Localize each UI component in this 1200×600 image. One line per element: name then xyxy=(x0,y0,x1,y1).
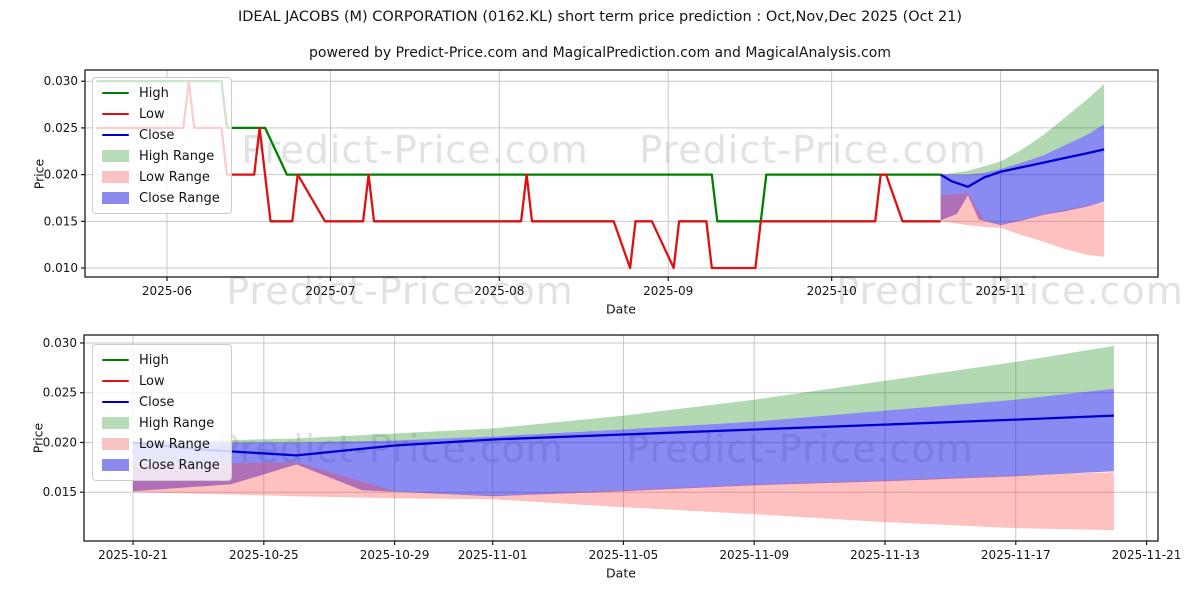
x-tick-label: 2025-10-25 xyxy=(229,548,299,562)
legend-bottom-chart: High Low Close High Range Low Range Close Ran… xyxy=(92,344,232,481)
y-axis-label-top-chart: Price xyxy=(31,158,47,190)
legend-label: High Range xyxy=(139,148,215,164)
plot-border xyxy=(83,334,1159,542)
x-tick-label: 2025-08 xyxy=(474,284,524,298)
x-tick-label: 2025-07 xyxy=(305,284,355,298)
legend-label: Close Range xyxy=(139,457,220,473)
close-line xyxy=(940,148,1105,188)
low-range-band xyxy=(133,462,1114,531)
x-tick-label: 2025-11-17 xyxy=(981,548,1051,562)
x-axis-label-top-chart: Date xyxy=(606,301,636,317)
legend-label: Low Range xyxy=(139,169,210,185)
figure-title: IDEAL JACOBS (M) CORPORATION (0162.KL) s… xyxy=(237,9,963,25)
y-tick-label: 0.015 xyxy=(43,485,77,499)
close-range-band xyxy=(133,388,1114,497)
legend-label: High Range xyxy=(139,415,215,431)
low-range-band xyxy=(940,193,1105,257)
legend-swatch-high-range xyxy=(102,417,129,429)
legend-swatch-low-range xyxy=(102,171,129,183)
legend-swatch-low xyxy=(102,379,129,383)
close-line xyxy=(132,414,1114,457)
y-tick-label: 0.020 xyxy=(43,435,77,449)
legend-item-low: Low xyxy=(102,373,220,389)
x-tick-label: 2025-09 xyxy=(643,284,693,298)
y-tick-label: 0.025 xyxy=(43,386,77,400)
watermark-text: Predict-Price.com xyxy=(226,269,574,313)
legend-swatch-low xyxy=(102,112,129,116)
x-tick-label: 2025-10 xyxy=(807,284,857,298)
legend-swatch-close-range xyxy=(102,192,129,204)
y-tick-label: 0.030 xyxy=(43,336,77,350)
x-tick-label: 2025-10-21 xyxy=(98,548,168,562)
legend-swatch-high xyxy=(102,358,129,362)
legend-label: Low xyxy=(139,106,165,122)
x-axis-label-bottom-chart: Date xyxy=(606,565,636,581)
legend-label: Low xyxy=(139,373,165,389)
legend-label: Close xyxy=(139,394,175,410)
y-tick-label: 0.015 xyxy=(44,214,78,228)
y-tick-label: 0.020 xyxy=(44,168,78,182)
x-tick-label: 2025-11 xyxy=(975,284,1025,298)
x-tick-label: 2025-11-01 xyxy=(458,548,528,562)
watermark-text: Predict-Price.com xyxy=(216,427,564,471)
plot-border xyxy=(84,69,1159,278)
legend-item-close-range: Close Range xyxy=(102,190,220,206)
low-line xyxy=(96,80,941,270)
watermark-text: Predict-Price.com xyxy=(626,427,974,471)
legend-item-close-range: Close Range xyxy=(102,457,220,473)
x-tick-label: 2025-11-13 xyxy=(850,548,920,562)
x-tick-label: 2025-10-29 xyxy=(360,548,430,562)
legend-item-low: Low xyxy=(102,106,220,122)
watermark-text: Predict-Price.com xyxy=(639,128,987,172)
x-tick-label: 2025-06 xyxy=(142,284,192,298)
close-range-band xyxy=(940,124,1105,226)
x-tick-label: 2025-11-21 xyxy=(1112,548,1182,562)
legend-swatch-close xyxy=(102,400,129,404)
legend-swatch-close-range xyxy=(102,459,129,471)
legend-label: Close xyxy=(139,127,175,143)
figure-subtitle: powered by Predict-Price.com and Magical… xyxy=(309,45,891,61)
legend-swatch-high-range xyxy=(102,150,129,162)
legend-label: Low Range xyxy=(139,436,210,452)
legend-item-low-range: Low Range xyxy=(102,436,220,452)
legend-item-low-range: Low Range xyxy=(102,169,220,185)
legend-label: High xyxy=(139,352,169,368)
legend-item-high: High xyxy=(102,352,220,368)
legend-item-high: High xyxy=(102,85,220,101)
y-tick-label: 0.025 xyxy=(44,121,78,135)
legend-item-high-range: High Range xyxy=(102,148,220,164)
watermark-text: Predict-Price.com xyxy=(836,269,1184,313)
y-axis-label-bottom-chart: Price xyxy=(30,422,46,454)
x-tick-label: 2025-11-09 xyxy=(719,548,789,562)
legend-item-close: Close xyxy=(102,127,220,143)
watermark-text: Predict-Price.com xyxy=(241,128,589,172)
x-tick-label: 2025-11-05 xyxy=(589,548,659,562)
legend-swatch-high xyxy=(102,91,129,95)
legend-label: Close Range xyxy=(139,190,220,206)
y-tick-label: 0.030 xyxy=(44,74,78,88)
high-range-band xyxy=(133,345,1114,443)
legend-item-close: Close xyxy=(102,394,220,410)
legend-label: High xyxy=(139,85,169,101)
y-tick-label: 0.010 xyxy=(44,261,78,275)
high-range-band xyxy=(940,84,1105,175)
legend-swatch-low-range xyxy=(102,438,129,450)
legend-swatch-close xyxy=(102,133,129,137)
legend-top-chart: High Low Close High Range Low Range Close Ran… xyxy=(92,77,232,214)
legend-item-high-range: High Range xyxy=(102,415,220,431)
